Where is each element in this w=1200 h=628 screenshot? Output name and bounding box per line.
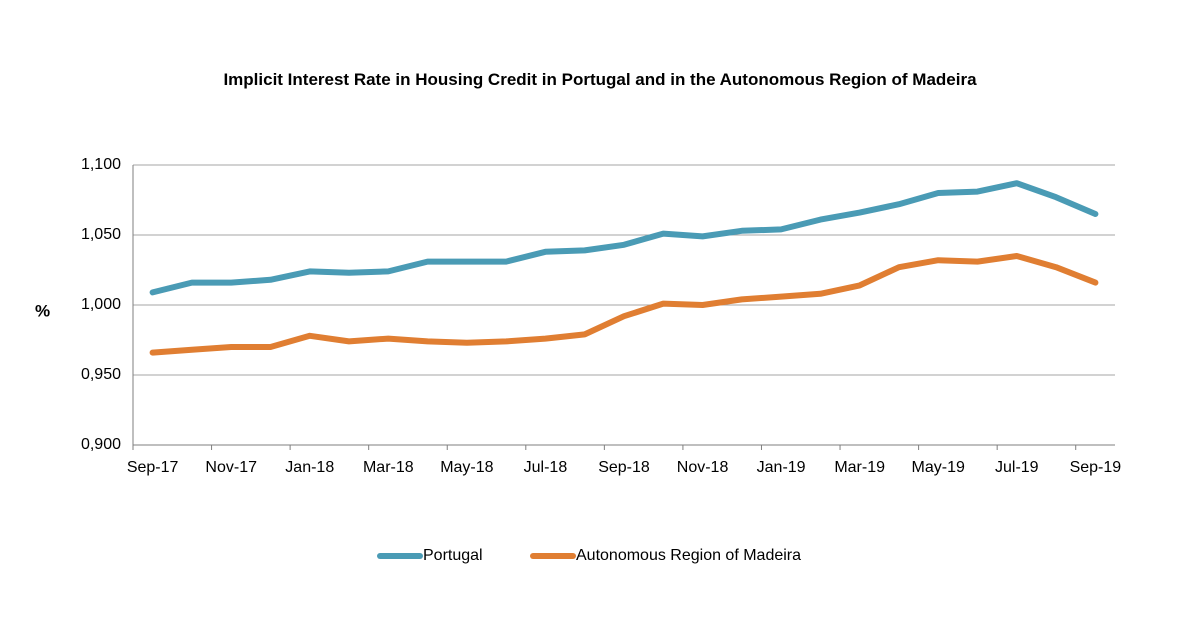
y-tick-label: 0,950 bbox=[81, 366, 121, 383]
chart-title: Implicit Interest Rate in Housing Credit… bbox=[223, 70, 977, 89]
x-tick-label: Sep-18 bbox=[598, 459, 650, 476]
x-tick-label: Nov-17 bbox=[205, 459, 257, 476]
x-tick-label: Jan-19 bbox=[757, 459, 806, 476]
series-line-0 bbox=[149, 180, 1099, 296]
series-line-1 bbox=[149, 253, 1099, 356]
y-tick-label: 1,100 bbox=[81, 156, 121, 173]
x-tick-label: Jul-18 bbox=[524, 459, 568, 476]
legend: Portugal Autonomous Region of Madeira bbox=[377, 547, 801, 564]
x-tick-label: Nov-18 bbox=[677, 459, 729, 476]
y-tick-label: 1,050 bbox=[81, 226, 121, 243]
x-tick-label: Jan-18 bbox=[285, 459, 334, 476]
x-tick-label: Mar-18 bbox=[363, 459, 414, 476]
x-tick-label: Sep-19 bbox=[1070, 459, 1122, 476]
x-tick-label: May-18 bbox=[440, 459, 493, 476]
x-tick-label: Jul-19 bbox=[995, 459, 1039, 476]
x-tick-label: Mar-19 bbox=[834, 459, 885, 476]
x-tick-label: May-19 bbox=[912, 459, 965, 476]
legend-label: Autonomous Region of Madeira bbox=[576, 547, 801, 564]
y-axis-tick-labels: 0,900 0,950 1,000 1,050 1,100 bbox=[81, 156, 121, 453]
series-lines bbox=[149, 180, 1099, 356]
legend-label: Portugal bbox=[423, 547, 483, 564]
x-axis-tick-labels: Sep-17 Nov-17 Jan-18 Mar-18 May-18 Jul-18 Sep-… bbox=[127, 459, 1121, 476]
x-tick-label: Sep-17 bbox=[127, 459, 179, 476]
gridlines bbox=[133, 164, 1115, 376]
y-axis-title: % bbox=[35, 301, 50, 320]
y-tick-label: 0,900 bbox=[81, 436, 121, 453]
axes bbox=[132, 165, 1115, 450]
y-tick-label: 1,000 bbox=[81, 296, 121, 313]
